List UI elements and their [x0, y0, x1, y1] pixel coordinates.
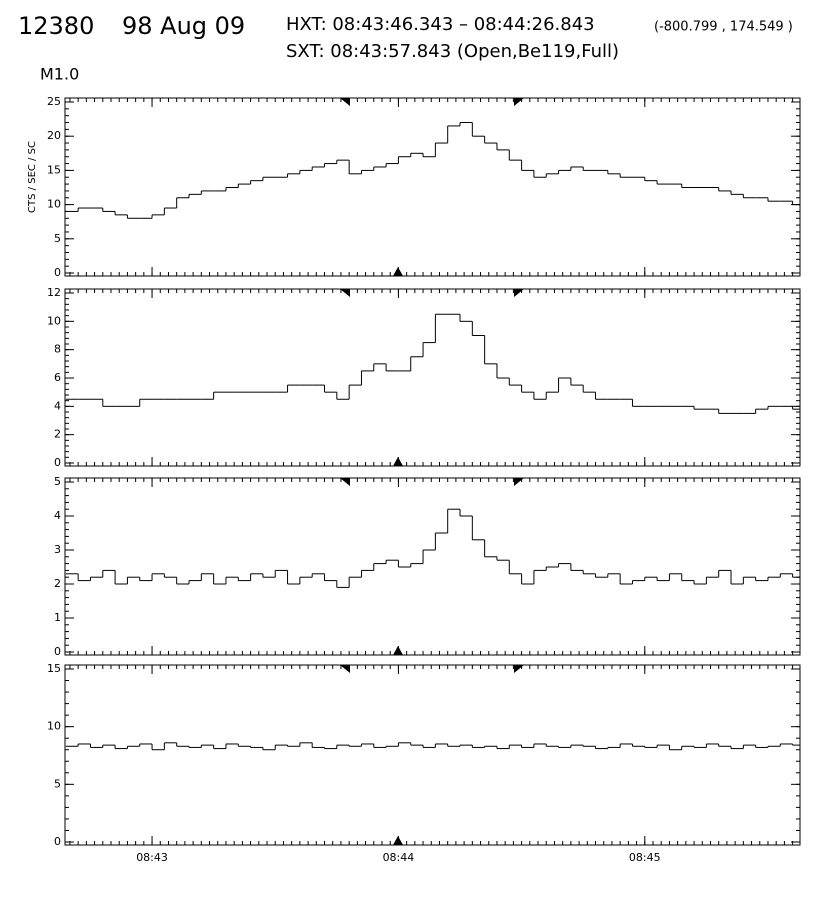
x-tick-label: 08:43: [136, 851, 168, 864]
y-tick-label: 10: [47, 720, 61, 733]
y-tick-label: 12: [47, 286, 61, 299]
plot-frame: [64, 288, 801, 467]
y-tick-label: 1: [54, 611, 61, 624]
y-tick-label: 15: [47, 662, 61, 675]
y-tick-label: 5: [54, 777, 61, 790]
sxt-marker: [393, 267, 403, 276]
hxt-marker: [514, 665, 524, 673]
plot-frame: [64, 477, 801, 656]
sxt-marker: [393, 646, 403, 655]
plot-frame: [64, 97, 801, 277]
sxt-marker: [393, 457, 403, 466]
y-tick-label: 20: [47, 129, 61, 142]
hxt-marker: [514, 98, 524, 106]
y-tick-label: 0: [54, 835, 61, 848]
flare-class: M1.0: [40, 65, 79, 84]
coordinates: (-800.799 , 174.549 ): [654, 20, 793, 35]
y-tick-label: 10: [47, 198, 61, 211]
hxt-marker: [514, 289, 524, 297]
plot-frame: [64, 664, 801, 846]
hxt-marker: [514, 478, 524, 486]
sxt-marker: [393, 836, 403, 845]
event-id: 12380: [18, 12, 94, 40]
y-tick-label: 25: [47, 95, 61, 108]
y-tick-label: 2: [54, 577, 61, 590]
y-tick-label: 6: [54, 371, 61, 384]
y-tick-label: 10: [47, 314, 61, 327]
hxt-marker: [340, 289, 350, 297]
y-tick-label: 3: [54, 543, 61, 556]
hxt-marker: [340, 665, 350, 673]
y-tick-label: 0: [54, 266, 61, 279]
y-tick-label: 15: [47, 163, 61, 176]
y-tick-label: 5: [54, 475, 61, 488]
y-tick-label: 8: [54, 343, 61, 356]
y-axis-label: CTS / SEC / SC: [27, 141, 38, 213]
sxt-time: SXT: 08:43:57.843 (Open,Be119,Full): [286, 41, 619, 62]
y-tick-label: 4: [54, 399, 61, 412]
hxt-marker: [340, 98, 350, 106]
y-tick-label: 5: [54, 232, 61, 245]
event-date: 98 Aug 09: [122, 12, 245, 40]
y-tick-label: 2: [54, 428, 61, 441]
y-tick-label: 4: [54, 509, 61, 522]
y-tick-label: 0: [54, 456, 61, 469]
hxt-range: HXT: 08:43:46.343 – 08:44:26.843: [286, 14, 595, 35]
hxt-marker: [340, 478, 350, 486]
y-tick-label: 0: [54, 645, 61, 658]
x-tick-label: 08:45: [629, 851, 661, 864]
x-tick-label: 08:44: [383, 851, 415, 864]
